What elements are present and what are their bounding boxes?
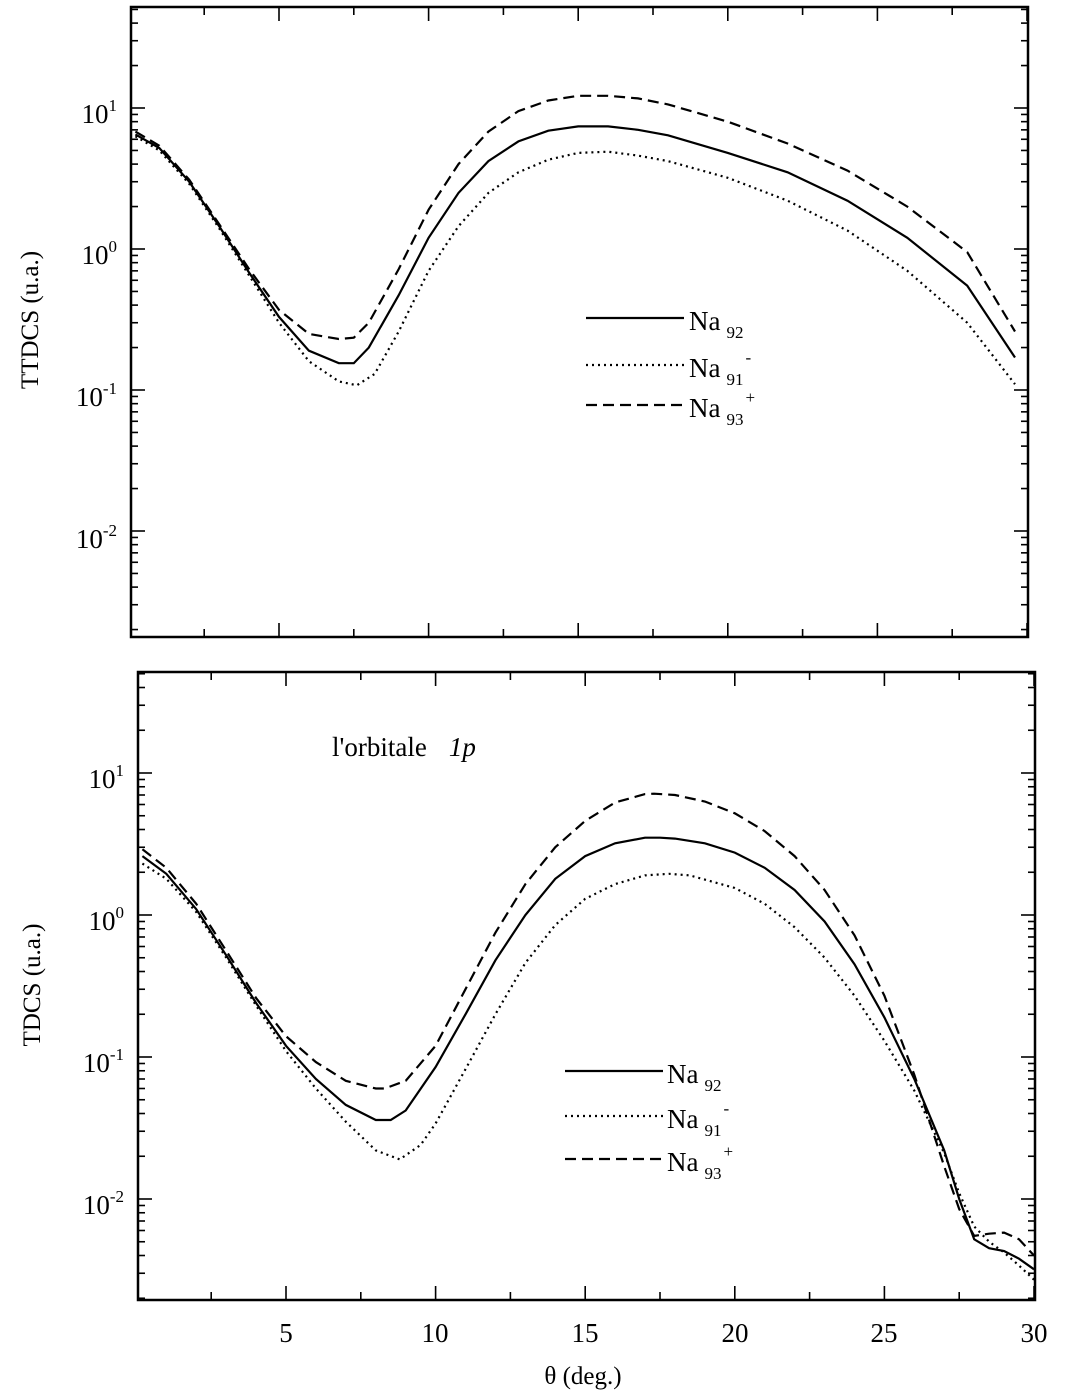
top-axis-ticks bbox=[131, 7, 1028, 637]
top-legend-label-na93-plus: Na 93+ bbox=[689, 388, 755, 429]
xtick-label-5: 5 bbox=[279, 1318, 293, 1348]
top-plot-frame bbox=[129, 5, 1030, 639]
bottom-ytick-label-10e-2: 10-2 bbox=[83, 1187, 124, 1220]
bottom-series-na91-minus-line bbox=[141, 862, 1035, 1281]
bottom-plot-frame bbox=[136, 670, 1037, 1302]
top-legend: Na 92 Na 91- Na 93+ bbox=[586, 306, 755, 429]
top-legend-label-na91-minus: Na 91- bbox=[689, 348, 751, 389]
bottom-ytick-label-10e-1: 10-1 bbox=[83, 1045, 124, 1078]
bottom-legend-label-na91-minus: Na 91- bbox=[667, 1099, 729, 1140]
xtick-label-25: 25 bbox=[871, 1318, 898, 1348]
top-ytick-label-10e-2: 10-2 bbox=[76, 521, 117, 554]
bottom-series-na93-plus-line bbox=[141, 792, 1035, 1257]
xtick-label-15: 15 bbox=[572, 1318, 599, 1348]
bottom-legend: Na 92 Na 91- Na 93+ bbox=[565, 1059, 733, 1183]
top-y-axis-title: TTDCS (u.a.) bbox=[17, 251, 44, 389]
top-ytick-label-10e-1: 10-1 bbox=[76, 379, 117, 412]
xtick-label-30: 30 bbox=[1021, 1318, 1048, 1348]
bottom-ytick-label-10e0: 100 bbox=[89, 903, 125, 936]
top-legend-label-na92: Na 92 bbox=[689, 306, 743, 342]
top-ytick-label-10e0: 100 bbox=[82, 237, 118, 270]
bottom-legend-label-na93-plus: Na 93+ bbox=[667, 1142, 733, 1183]
x-axis-title: θ (deg.) bbox=[544, 1363, 621, 1390]
xtick-label-20: 20 bbox=[722, 1318, 749, 1348]
bottom-series-na92-line bbox=[141, 836, 1035, 1271]
bottom-legend-label-na92: Na 92 bbox=[667, 1059, 721, 1095]
bottom-axis-ticks bbox=[138, 672, 1035, 1300]
top-ytick-label-10e1: 101 bbox=[82, 96, 118, 129]
orbital-annotation: l'orbitale 1p bbox=[332, 732, 476, 762]
xtick-label-10: 10 bbox=[422, 1318, 449, 1348]
bottom-chart-panel: l'orbitale 1p 101 100 10-1 10-2 5 10 15 2… bbox=[19, 670, 1048, 1390]
bottom-y-axis-title: TDCS (u.a.) bbox=[19, 924, 46, 1047]
top-chart-panel: 101 100 10-1 10-2 TTDCS (u.a.) Na 92 Na 91… bbox=[17, 5, 1030, 639]
bottom-ytick-label-10e1: 101 bbox=[89, 761, 125, 794]
top-series-na93-plus-line bbox=[134, 94, 1016, 341]
top-series-na91-minus-line bbox=[134, 135, 1016, 387]
top-series-na92-line bbox=[134, 125, 1016, 365]
